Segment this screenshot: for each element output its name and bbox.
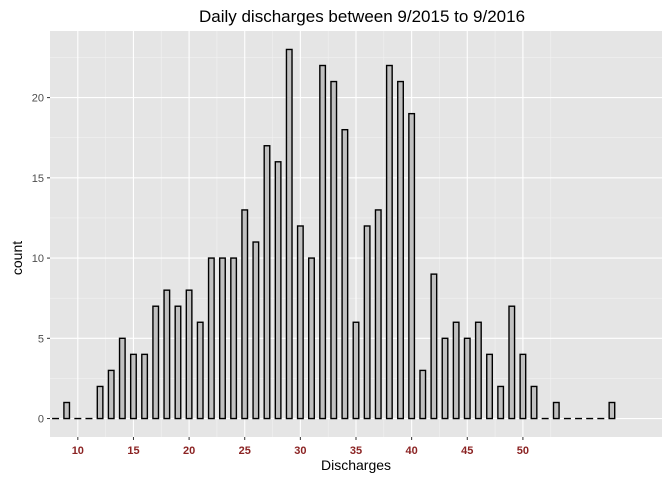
histogram-bar <box>285 48 293 420</box>
histogram-bar <box>608 401 616 420</box>
y-axis-title: count <box>9 241 25 275</box>
histogram-bar <box>185 289 193 420</box>
histogram-bar <box>218 257 226 420</box>
histogram-bar <box>163 289 171 420</box>
histogram-bar <box>141 353 149 420</box>
histogram-bar <box>274 161 282 420</box>
histogram-bar <box>508 305 516 420</box>
histogram-bar <box>263 145 271 420</box>
histogram-bar <box>230 257 238 420</box>
histogram-bars <box>52 48 616 420</box>
histogram-bar <box>497 385 505 420</box>
histogram-bar <box>96 385 104 420</box>
y-tick-label: 20 <box>32 93 44 105</box>
x-tick-label: 25 <box>239 445 251 457</box>
histogram-bar <box>296 225 304 420</box>
histogram-bar <box>319 64 327 420</box>
histogram-bar <box>430 273 438 420</box>
histogram-bar <box>385 64 393 420</box>
histogram-bar <box>63 401 71 420</box>
chart-title: Daily discharges between 9/2015 to 9/201… <box>199 7 525 26</box>
histogram-bar <box>474 321 482 420</box>
x-tick-label: 20 <box>183 445 195 457</box>
histogram-bar <box>486 353 494 420</box>
x-tick-label: 15 <box>127 445 139 457</box>
histogram-bar <box>452 321 460 420</box>
y-tick-label: 5 <box>38 333 44 345</box>
x-tick-label: 45 <box>461 445 473 457</box>
y-axis-ticks: 0 5 10 15 20 <box>32 93 50 426</box>
histogram-bar <box>330 80 338 420</box>
x-tick-label: 40 <box>406 445 418 457</box>
histogram-bar <box>363 225 371 420</box>
y-tick-label: 10 <box>32 253 44 265</box>
x-tick-label: 30 <box>294 445 306 457</box>
y-tick-label: 15 <box>32 173 44 185</box>
histogram-bar <box>308 257 315 420</box>
histogram-bar <box>397 80 404 420</box>
histogram-bar <box>107 369 115 420</box>
histogram-bar <box>196 321 204 420</box>
histogram-bar <box>241 209 249 420</box>
histogram-bar <box>352 321 360 420</box>
x-tick-label: 35 <box>350 445 362 457</box>
histogram-bar <box>252 241 260 420</box>
histogram-bar <box>419 369 427 420</box>
x-axis-ticks: 10 15 20 25 30 35 40 45 50 <box>72 437 529 457</box>
histogram-bar <box>129 353 137 420</box>
y-tick-label: 0 <box>38 414 44 426</box>
histogram-bar <box>552 401 560 420</box>
histogram-bar <box>174 305 182 420</box>
histogram-bar <box>207 257 215 420</box>
histogram-bar <box>463 337 471 420</box>
histogram-bar <box>374 209 382 420</box>
histogram-bar <box>530 385 538 420</box>
histogram-bar <box>152 305 160 420</box>
histogram-bar <box>441 337 449 420</box>
x-tick-label: 50 <box>517 445 529 457</box>
x-tick-label: 10 <box>72 445 84 457</box>
histogram-bar <box>519 353 527 420</box>
histogram-bar <box>408 112 416 420</box>
histogram-bar <box>118 337 126 420</box>
histogram-bar <box>341 128 349 420</box>
x-axis-title: Discharges <box>321 457 391 473</box>
